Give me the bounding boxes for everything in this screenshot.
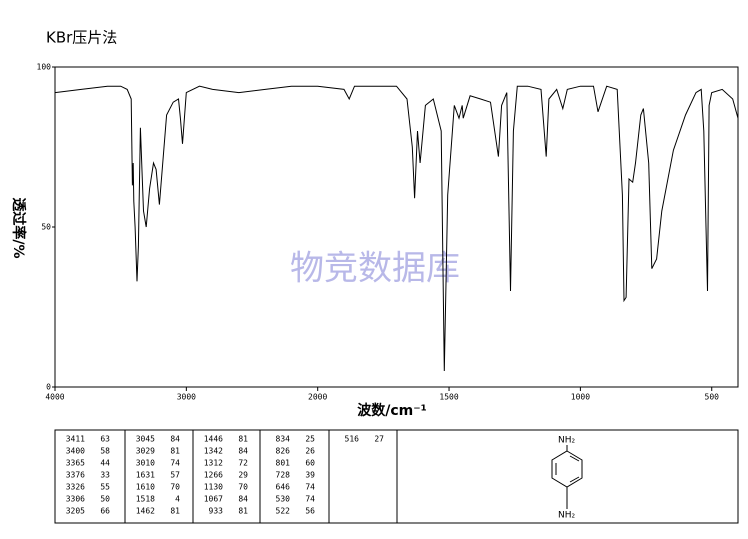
plot-frame (54, 66, 739, 388)
amine-label: NH₂ (558, 511, 576, 521)
peak-wavenumber: 1067 (204, 495, 223, 504)
peak-transmittance: 57 (170, 471, 180, 480)
peak-transmittance: 70 (238, 483, 248, 492)
x-tick-label: 3000 (177, 393, 196, 402)
peak-transmittance: 70 (170, 483, 180, 492)
x-axis-label: 波数/cm⁻¹ (357, 402, 427, 419)
peak-transmittance: 81 (238, 435, 248, 444)
peak-wavenumber: 3010 (136, 459, 155, 468)
peak-transmittance: 39 (305, 471, 315, 480)
peak-wavenumber: 801 (276, 459, 291, 468)
peak-transmittance: 25 (305, 435, 315, 444)
peak-transmittance: 84 (238, 447, 248, 456)
peak-transmittance: 74 (305, 495, 315, 504)
peak-wavenumber: 1462 (136, 507, 155, 516)
peak-wavenumber: 1312 (204, 459, 223, 468)
y-tick-label: 0 (46, 383, 51, 392)
peak-transmittance: 74 (305, 483, 315, 492)
peak-wavenumber: 3400 (66, 447, 85, 456)
peak-wavenumber: 1631 (136, 471, 155, 480)
peak-transmittance: 72 (238, 459, 248, 468)
peak-wavenumber: 1342 (204, 447, 223, 456)
peak-transmittance: 44 (100, 459, 110, 468)
peak-wavenumber: 3045 (136, 435, 155, 444)
peak-wavenumber: 826 (276, 447, 291, 456)
peak-transmittance: 58 (100, 447, 110, 456)
y-tick-label: 100 (37, 63, 52, 72)
peak-transmittance: 26 (305, 447, 315, 456)
peak-wavenumber: 3376 (66, 471, 85, 480)
amine-label: NH₂ (558, 436, 576, 446)
peak-wavenumber: 522 (276, 507, 291, 516)
peak-wavenumber: 834 (276, 435, 291, 444)
x-tick-label: 1000 (571, 393, 590, 402)
peak-transmittance: 56 (305, 507, 315, 516)
peak-wavenumber: 646 (276, 483, 291, 492)
peak-transmittance: 74 (170, 459, 180, 468)
chart-title: KBr压片法 (46, 29, 117, 47)
peak-wavenumber: 1266 (204, 471, 223, 480)
peak-wavenumber: 1610 (136, 483, 155, 492)
peak-transmittance: 29 (238, 471, 248, 480)
peak-transmittance: 81 (170, 447, 180, 456)
x-tick-label: 4000 (45, 393, 64, 402)
peak-wavenumber: 3365 (66, 459, 85, 468)
y-tick-label: 50 (41, 223, 51, 232)
x-tick-label: 2000 (308, 393, 327, 402)
peak-transmittance: 84 (170, 435, 180, 444)
peak-transmittance: 84 (238, 495, 248, 504)
peak-wavenumber: 1518 (136, 495, 155, 504)
peak-transmittance: 55 (100, 483, 110, 492)
peak-wavenumber: 728 (276, 471, 291, 480)
peak-transmittance: 63 (100, 435, 110, 444)
structure: NH₂ NH₂ (551, 436, 583, 521)
peak-wavenumber: 3205 (66, 507, 85, 516)
peak-wavenumber: 3326 (66, 483, 85, 492)
peak-wavenumber: 1130 (204, 483, 223, 492)
peak-transmittance: 81 (170, 507, 180, 516)
x-tick-label: 500 (705, 393, 720, 402)
double-bond (569, 476, 580, 483)
peak-wavenumber: 3029 (136, 447, 155, 456)
peak-wavenumber: 3411 (66, 435, 85, 444)
peak-wavenumber: 3306 (66, 495, 85, 504)
peak-wavenumber: 933 (209, 507, 224, 516)
peak-transmittance: 4 (175, 495, 180, 504)
x-tick-label: 1500 (439, 393, 458, 402)
y-axis-label: 透过率/% (10, 197, 27, 258)
peak-transmittance: 81 (238, 507, 248, 516)
peak-wavenumber: 1446 (204, 435, 223, 444)
peak-wavenumber: 516 (345, 435, 360, 444)
peak-transmittance: 50 (100, 495, 110, 504)
peak-transmittance: 27 (374, 435, 384, 444)
double-bond (569, 455, 580, 462)
peak-wavenumber: 530 (276, 495, 291, 504)
peak-transmittance: 33 (100, 471, 110, 480)
peak-transmittance: 60 (305, 459, 315, 468)
watermark: 物竞数据库 (290, 249, 460, 289)
peak-transmittance: 66 (100, 507, 110, 516)
spectrum-line (54, 85, 739, 372)
